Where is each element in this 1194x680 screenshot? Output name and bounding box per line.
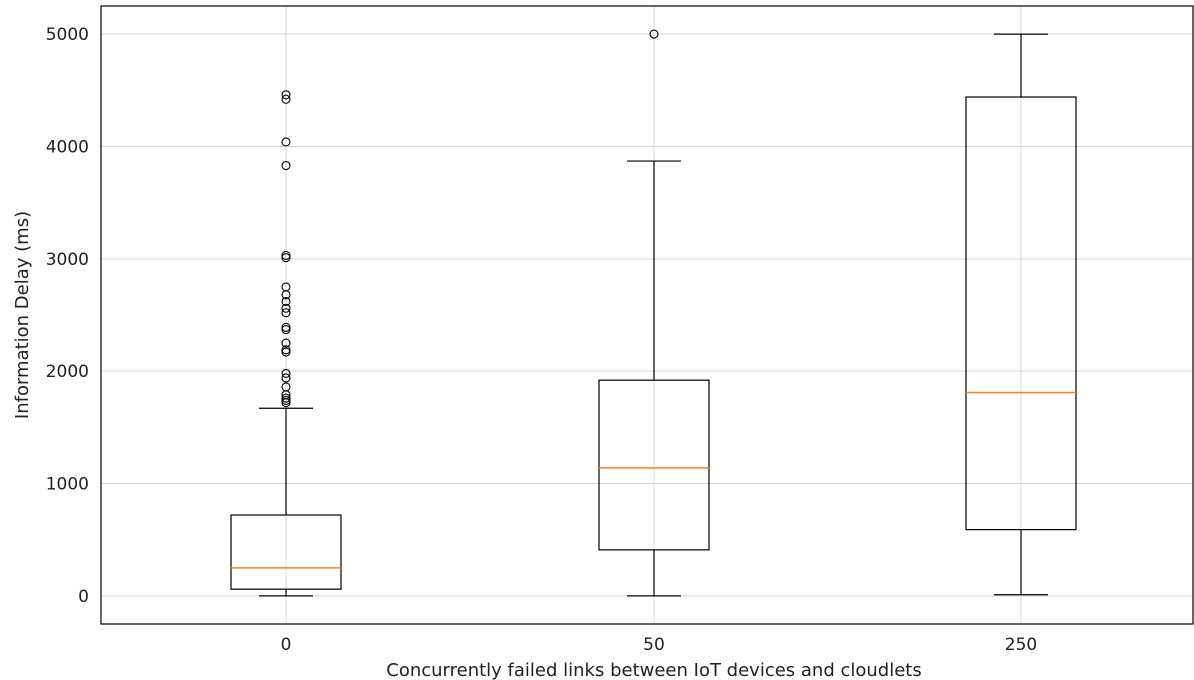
outlier-point — [281, 382, 291, 392]
x-tick-label: 0 — [281, 635, 292, 655]
outlier-point — [281, 368, 291, 378]
iqr-box — [598, 379, 710, 551]
y-axis-ticks: 0 1000 2000 3000 4000 5000 — [46, 25, 89, 607]
outlier-point — [281, 90, 291, 100]
outlier-point — [281, 250, 291, 260]
outlier-point — [281, 94, 291, 104]
outlier-point — [281, 161, 291, 171]
y-tick-label: 3000 — [46, 250, 89, 270]
box-group-250 — [965, 33, 1077, 596]
outlier-point — [281, 303, 291, 313]
y-tick-label: 0 — [78, 587, 89, 607]
outlier-point — [281, 296, 291, 307]
outlier-point — [281, 347, 291, 357]
y-tick-label: 4000 — [46, 137, 89, 157]
outlier-point — [281, 253, 291, 263]
y-tick-label: 1000 — [46, 475, 89, 495]
x-tick-label: 50 — [643, 635, 665, 655]
outlier-point — [281, 137, 291, 147]
outlier-point — [281, 308, 291, 318]
box-group-50 — [598, 29, 710, 597]
outlier-point — [281, 282, 291, 292]
outlier-point — [281, 325, 291, 335]
outlier-point — [281, 338, 291, 348]
box-group-0 — [230, 90, 342, 597]
x-axis-label: Concurrently failed links between IoT de… — [386, 660, 921, 680]
y-tick-label: 5000 — [46, 25, 89, 45]
y-tick-label: 2000 — [46, 362, 89, 382]
outlier-point — [281, 322, 291, 332]
iqr-box — [230, 514, 342, 590]
iqr-box — [965, 96, 1077, 531]
y-axis-label: Information Delay (ms) — [12, 211, 33, 419]
outlier-point — [281, 393, 291, 403]
outlier-point — [281, 395, 291, 405]
x-axis-ticks: 0 50 250 — [281, 635, 1038, 655]
outlier-point — [649, 29, 659, 39]
plot-area-frame — [100, 5, 1194, 625]
grid-lines — [101, 6, 1193, 624]
outlier-point — [281, 373, 291, 383]
x-tick-label: 250 — [1005, 635, 1037, 655]
outlier-point — [281, 345, 291, 355]
box-layer — [230, 29, 1077, 597]
